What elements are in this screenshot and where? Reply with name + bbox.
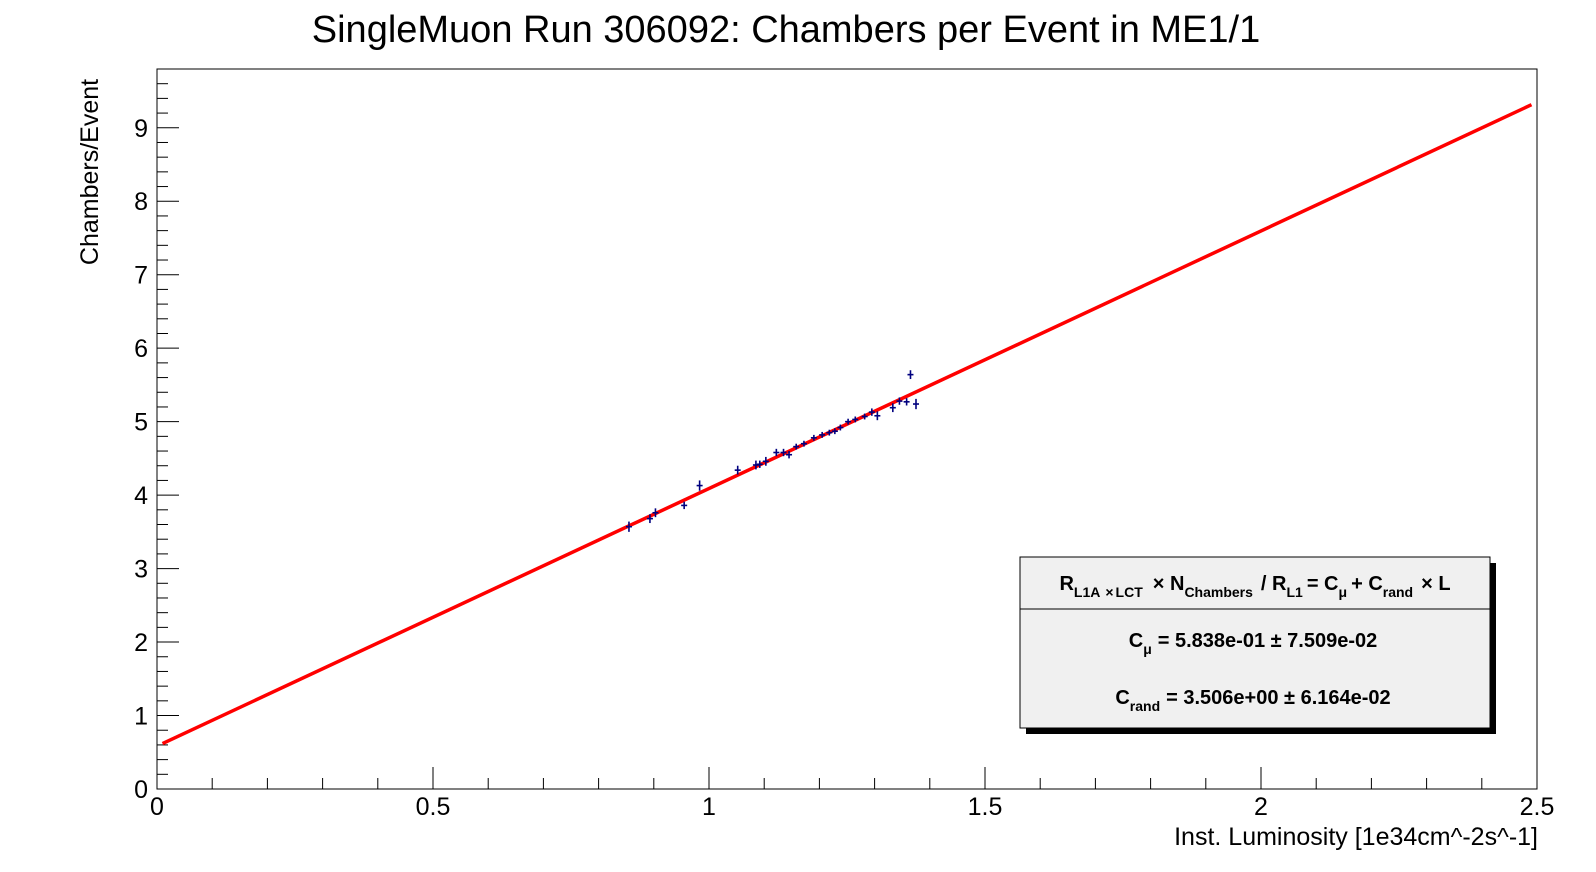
x-tick-label: 0.5 bbox=[416, 793, 451, 821]
y-tick-label: 9 bbox=[134, 115, 148, 143]
y-tick-label: 6 bbox=[134, 335, 148, 363]
fit-line bbox=[161, 103, 1533, 746]
data-point bbox=[831, 428, 838, 435]
y-axis-ticks bbox=[157, 68, 179, 790]
data-point bbox=[896, 397, 903, 405]
data-point bbox=[903, 398, 910, 406]
y-axis-tick-labels: 0 1 2 3 4 5 6 7 8 9 bbox=[134, 115, 148, 804]
data-point bbox=[625, 521, 632, 532]
legend-box: RL1A × LCT × NChambers / RL1 = Cμ + Crand × L C… bbox=[1019, 556, 1496, 734]
data-point bbox=[868, 408, 875, 416]
x-axis-tick-labels: 0 0.5 1 1.5 2 2.5 bbox=[150, 793, 1554, 821]
x-tick-label: 2 bbox=[1254, 793, 1268, 821]
data-point bbox=[780, 448, 787, 457]
legend-background bbox=[1019, 556, 1491, 729]
data-point bbox=[681, 501, 688, 510]
y-tick-label: 8 bbox=[134, 188, 148, 216]
legend-c-rand: Crand = 3.506e+00 ± 6.164e-02 bbox=[1115, 687, 1390, 714]
data-point bbox=[826, 429, 833, 436]
x-axis-label: Inst. Luminosity [1e34cm^-2s^-1] bbox=[1174, 823, 1538, 851]
x-tick-label: 1 bbox=[702, 793, 716, 821]
data-point bbox=[852, 416, 859, 423]
x-tick-label: 2.5 bbox=[1520, 793, 1555, 821]
data-point bbox=[810, 434, 817, 441]
data-point bbox=[800, 440, 807, 447]
x-axis-ticks bbox=[156, 767, 1538, 789]
data-point bbox=[874, 411, 881, 421]
data-point bbox=[837, 424, 844, 431]
data-point bbox=[907, 370, 914, 380]
data-point bbox=[696, 480, 703, 491]
y-tick-label: 1 bbox=[134, 703, 148, 731]
y-tick-label: 0 bbox=[134, 776, 148, 804]
chart-title: SingleMuon Run 306092: Chambers per Even… bbox=[312, 9, 1260, 51]
data-point bbox=[762, 456, 769, 466]
data-point bbox=[756, 460, 763, 468]
plot-frame bbox=[156, 68, 1538, 790]
y-tick-label: 3 bbox=[134, 556, 148, 584]
data-point bbox=[819, 431, 826, 438]
y-tick-label: 7 bbox=[134, 262, 148, 290]
data-point bbox=[652, 508, 659, 518]
data-point bbox=[734, 465, 741, 475]
data-point bbox=[845, 418, 852, 425]
x-tick-label: 1.5 bbox=[968, 793, 1003, 821]
legend-c-mu: Cμ = 5.838e-01 ± 7.509e-02 bbox=[1129, 630, 1378, 657]
data-point bbox=[861, 413, 868, 420]
data-points bbox=[625, 370, 919, 532]
x-tick-label: 0 bbox=[150, 793, 164, 821]
data-point bbox=[913, 398, 919, 410]
data-point bbox=[786, 451, 793, 459]
data-point bbox=[889, 403, 896, 413]
y-tick-label: 2 bbox=[134, 629, 148, 657]
data-point bbox=[773, 448, 780, 457]
y-tick-label: 5 bbox=[134, 409, 148, 437]
y-axis-label: Chambers/Event bbox=[76, 79, 104, 265]
y-tick-label: 4 bbox=[134, 482, 148, 510]
data-point bbox=[793, 443, 800, 450]
data-point bbox=[646, 514, 653, 524]
legend-header: RL1A × LCT × NChambers / RL1 = Cμ + Crand × L bbox=[1059, 573, 1450, 600]
